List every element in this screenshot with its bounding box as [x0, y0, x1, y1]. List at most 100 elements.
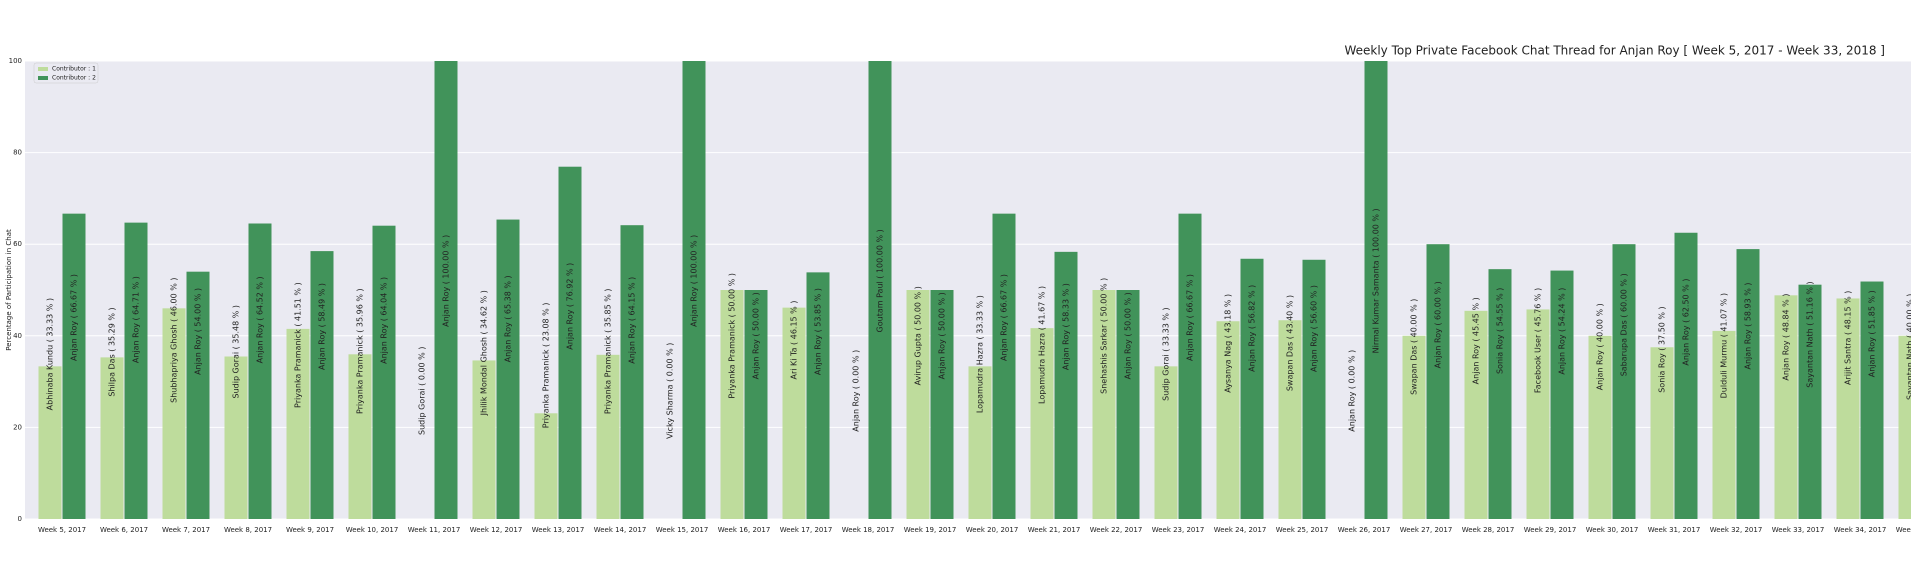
x-tick-label: Week 8, 2017: [224, 526, 272, 534]
data-label: Anjan Roy ( 53.85 % ): [814, 288, 823, 375]
data-label: Snehashis Sarkar ( 50.00 % ): [1100, 278, 1109, 394]
x-tick-label: Week 6, 2017: [100, 526, 148, 534]
bar: [720, 290, 744, 519]
data-label: Anjan Roy ( 60.00 % ): [1434, 281, 1443, 368]
legend-box: [33, 62, 99, 84]
bar: [1736, 249, 1760, 520]
data-label: Anjan Roy ( 54.00 % ): [194, 288, 203, 375]
data-label: Anjan Roy ( 100.00 % ): [442, 235, 451, 327]
data-label: Anjan Roy ( 56.60 % ): [1310, 285, 1319, 372]
bar: [682, 61, 706, 519]
data-label: Avirup Gupta ( 50.00 % ): [914, 286, 923, 385]
data-label: Sonia Roy ( 37.50 % ): [1658, 306, 1667, 392]
data-label: Swapan Das ( 40.00 % ): [1410, 299, 1419, 395]
bar: [1030, 328, 1054, 519]
bar: [62, 213, 86, 519]
y-tick-label: 80: [13, 149, 22, 157]
data-label: Priyanka Pramanick ( 35.96 % ): [356, 288, 365, 414]
data-label: Facebook User ( 45.76 % ): [1534, 288, 1543, 393]
data-label: Anjan Roy ( 58.33 % ): [1062, 283, 1071, 370]
bar: [1464, 310, 1488, 519]
bar: [806, 272, 830, 519]
bar: [472, 360, 496, 519]
data-label: Lopamudra Hazra ( 33.33 % ): [976, 295, 985, 413]
x-tick-label: Week 24, 2017: [1214, 526, 1267, 534]
x-tick-label: Week 18, 2017: [842, 526, 895, 534]
y-tick-label: 100: [9, 57, 22, 65]
bar: [968, 366, 992, 519]
bar: [372, 225, 396, 520]
data-label: Shilpa Das ( 35.29 % ): [108, 307, 117, 396]
x-tick-label: Week 28, 2017: [1462, 526, 1515, 534]
data-label: Priyanka Pramanick ( 41.51 % ): [294, 282, 303, 408]
bar: [124, 222, 148, 519]
y-tick-label: 20: [13, 423, 22, 431]
data-label: Sabarupa Das ( 60.00 % ): [1620, 273, 1629, 376]
bar: [310, 251, 334, 520]
x-tick-label: Week 30, 2017: [1586, 526, 1639, 534]
data-label: Anjan Roy ( 66.67 % ): [1000, 274, 1009, 361]
x-tick-label: Week 25, 2017: [1276, 526, 1329, 534]
data-label: Lopamudra Hazra ( 41.67 % ): [1038, 286, 1047, 404]
data-label: Anjan Roy ( 76.92 % ): [566, 263, 575, 350]
data-label: Ari Ki Ta ( 46.15 % ): [790, 301, 799, 380]
data-label: Arijit Santra ( 48.15 % ): [1844, 291, 1853, 385]
bar: [1836, 298, 1860, 519]
legend-label: Contributor : 1: [52, 66, 96, 73]
bar: [1650, 347, 1674, 519]
data-label: Anjan Roy ( 50.00 % ): [1124, 292, 1133, 379]
bar: [162, 308, 186, 519]
data-label: Anjan Roy ( 64.71 % ): [132, 276, 141, 363]
x-tick-label: Week 15, 2017: [656, 526, 709, 534]
x-tick-label: Week 11, 2017: [408, 526, 461, 534]
bar: [1240, 258, 1264, 519]
bar: [620, 225, 644, 519]
x-tick-label: Week 34, 2017: [1834, 526, 1887, 534]
x-tick-label: Week 12, 2017: [470, 526, 523, 534]
x-tick-label: Week 9, 2017: [286, 526, 334, 534]
bar: [868, 61, 892, 519]
bar: [596, 354, 620, 519]
bar: [1674, 232, 1698, 519]
legend-swatch: [38, 76, 48, 80]
x-tick-label: Week 20, 2017: [966, 526, 1019, 534]
data-label: Abhinaba Kundu ( 33.33 % ): [46, 298, 55, 410]
bar: [930, 290, 954, 519]
bar: [38, 366, 62, 519]
bar: [1178, 213, 1202, 519]
data-label: Dulduli Murmu ( 41.07 % ): [1720, 293, 1729, 399]
bar: [1898, 335, 1911, 519]
data-label: Sayantan Nath ( 51.16 % ): [1806, 281, 1815, 387]
bar: [1402, 335, 1426, 519]
data-label: Sonia Roy ( 54.55 % ): [1496, 288, 1505, 374]
data-label: Swapan Das ( 43.40 % ): [1286, 295, 1295, 391]
x-tick-label: Week 26, 2017: [1338, 526, 1391, 534]
data-label: Anjan Roy ( 58.93 % ): [1744, 282, 1753, 369]
bar: [534, 413, 558, 519]
data-label: Anjan Roy ( 66.67 % ): [70, 274, 79, 361]
x-tick-label: Week 10, 2017: [346, 526, 399, 534]
x-tick-label: Week 17, 2017: [780, 526, 833, 534]
x-tick-label: Week 32, 2017: [1710, 526, 1763, 534]
x-tick-label: Week 22, 2017: [1090, 526, 1143, 534]
data-label: Anjan Roy ( 100.00 % ): [690, 235, 699, 327]
bar: [496, 219, 520, 519]
data-label: Anjan Roy ( 58.49 % ): [318, 283, 327, 370]
bar: [1860, 281, 1884, 519]
bar: [248, 223, 272, 519]
bar: [744, 290, 768, 519]
data-label: Sudip Gorai ( 33.33 % ): [1162, 307, 1171, 401]
data-label: Anjan Roy ( 0.00 % ): [852, 350, 861, 432]
bar: [906, 290, 930, 519]
data-label: Anjan Roy ( 54.24 % ): [1558, 288, 1567, 375]
bar: [1216, 321, 1240, 519]
bar: [1302, 259, 1326, 519]
data-label: Anjan Roy ( 0.00 % ): [1348, 350, 1357, 432]
x-tick-label: Week 29, 2017: [1524, 526, 1577, 534]
data-label: Vicky Sharma ( 0.00 % ): [666, 343, 675, 439]
data-label: Anjan Roy ( 66.67 % ): [1186, 274, 1195, 361]
y-tick-label: 40: [13, 332, 22, 340]
data-label: Anjan Roy ( 50.00 % ): [938, 292, 947, 379]
x-tick-label: Week 7, 2017: [162, 526, 210, 534]
